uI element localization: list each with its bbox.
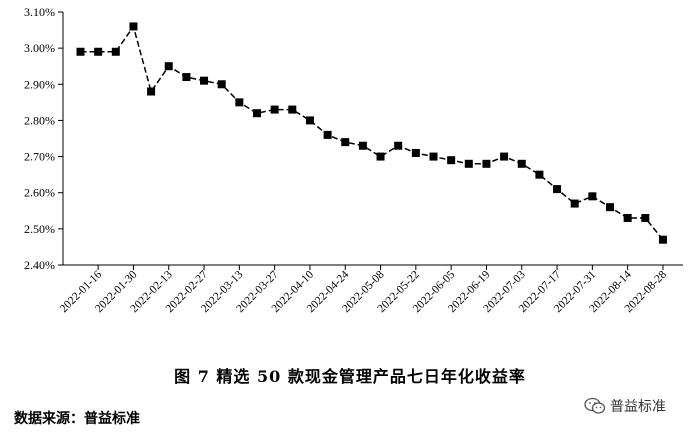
- y-axis-ticks: 2.40% 2.50% 2.60% 2.70% 2.80% 2.90% 3.00% 3.10%: [24, 5, 63, 272]
- data-point: [358, 141, 367, 150]
- data-point: [253, 109, 261, 118]
- data-point: [553, 185, 562, 194]
- data-point: [500, 152, 509, 161]
- data-point: [305, 116, 314, 125]
- watermark-text: 普益标准: [610, 399, 666, 415]
- data-point: [235, 98, 244, 107]
- data-point: [164, 62, 173, 71]
- data-point: [606, 203, 614, 212]
- y-tick-label: 3.00%: [24, 41, 55, 55]
- data-point: [411, 148, 420, 157]
- watermark: 普益标准: [584, 396, 666, 416]
- data-point: [482, 159, 491, 168]
- data-point: [588, 192, 597, 201]
- data-point: [394, 141, 403, 150]
- wechat-icon: [584, 397, 606, 414]
- data-point: [341, 138, 350, 147]
- data-point: [94, 47, 103, 56]
- data-point: [623, 214, 632, 223]
- line-chart: 2.40% 2.50% 2.60% 2.70% 2.80% 2.90% 3.00% 3.10%…: [24, 5, 683, 315]
- data-point: [429, 152, 438, 161]
- data-point: [641, 214, 650, 223]
- y-tick-label: 3.10%: [24, 5, 55, 19]
- y-tick-label: 2.80%: [24, 113, 55, 127]
- data-point: [270, 105, 279, 114]
- y-tick-label: 2.40%: [24, 258, 55, 272]
- data-point: [447, 156, 456, 165]
- data-point: [182, 73, 191, 82]
- data-point: [129, 22, 138, 31]
- data-point: [376, 152, 385, 161]
- figure-caption: 图 7 精选 50 款现金管理产品七日年化收益率: [174, 367, 526, 386]
- data-point: [323, 130, 332, 139]
- data-point: [217, 80, 226, 89]
- series-polyline: [80, 24, 664, 241]
- data-point: [464, 159, 473, 168]
- series-markers: [76, 22, 667, 244]
- data-point: [570, 199, 579, 208]
- data-point: [76, 47, 85, 56]
- data-point: [658, 235, 667, 244]
- y-tick-label: 2.50%: [24, 222, 55, 236]
- y-tick-label: 2.90%: [24, 77, 55, 91]
- data-point: [288, 105, 297, 114]
- data-point: [535, 170, 544, 179]
- y-tick-label: 2.70%: [24, 150, 55, 164]
- y-tick-label: 2.60%: [24, 186, 55, 200]
- data-point: [147, 87, 156, 96]
- chart-axes: [62, 12, 683, 266]
- x-axis-ticks: 2022-01-162022-01-302022-02-132022-02-27…: [58, 265, 669, 315]
- series-line: [80, 24, 664, 241]
- data-point: [111, 47, 120, 56]
- data-point: [200, 76, 209, 85]
- data-point: [517, 159, 526, 168]
- data-source: 数据来源：普益标准: [14, 411, 140, 427]
